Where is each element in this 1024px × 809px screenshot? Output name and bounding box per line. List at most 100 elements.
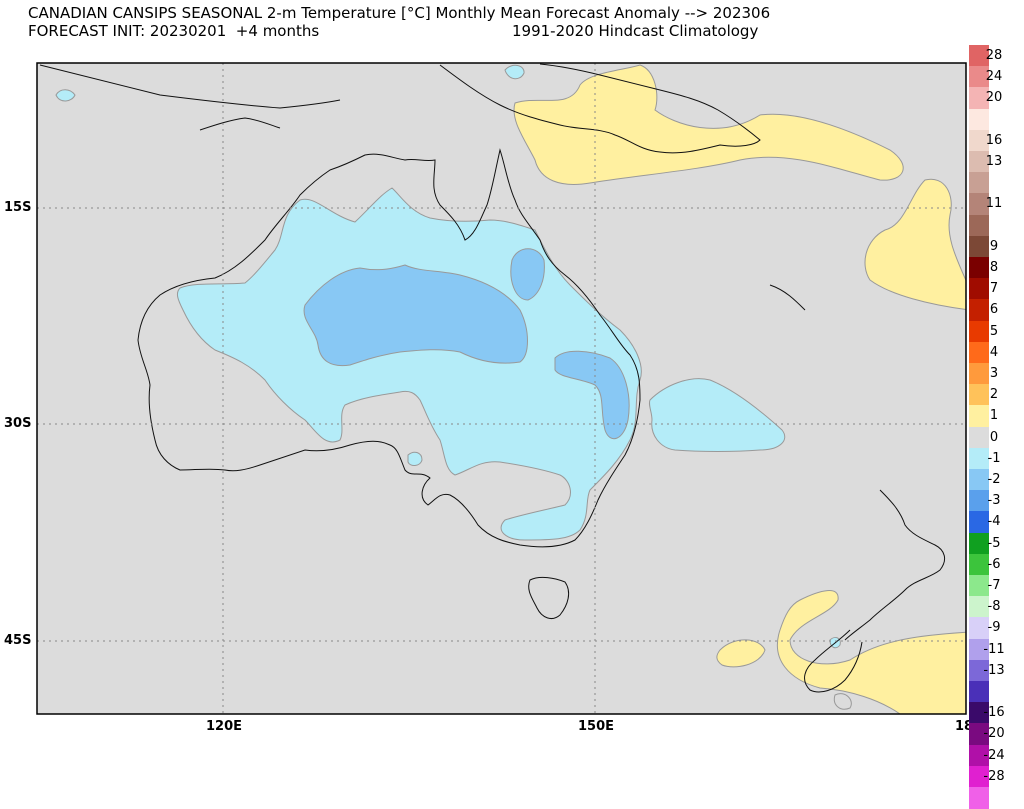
- colorbar-swatch: [969, 469, 989, 491]
- colorbar-label: 1: [989, 408, 999, 424]
- cool-region-islands-nw: [55, 89, 76, 102]
- colorbar-label: -20: [983, 726, 1005, 742]
- anomaly-map: [36, 62, 967, 715]
- colorbar-swatch: [969, 129, 989, 152]
- colorbar-swatch: [969, 235, 989, 258]
- colorbar-swatch: [969, 681, 989, 703]
- coast-new-guinea: [439, 63, 761, 154]
- colorbar-swatch: [969, 553, 989, 576]
- coast-australia: [137, 148, 641, 548]
- colorbar-label: -13: [983, 662, 1005, 678]
- climatology-label: 1991-2020 Hindcast Climatology: [512, 22, 759, 40]
- colorbar-label: -7: [987, 578, 1001, 593]
- colorbar-swatch: [969, 532, 989, 555]
- coast-nz-south: [804, 629, 863, 693]
- colorbar-swatch: [969, 193, 989, 216]
- map-frame: [36, 62, 967, 715]
- colorbar-swatch: [969, 405, 989, 428]
- colorbar-label: 20: [985, 90, 1003, 106]
- coast-timor: [199, 117, 281, 131]
- lon-label-120e: 120E: [206, 719, 243, 734]
- colorbar-label: 7: [989, 281, 999, 297]
- colorbar-label: 28: [985, 48, 1003, 63]
- lon-label-150e: 150E: [578, 719, 615, 734]
- colorbar-swatch: [969, 617, 989, 640]
- colorbar-label: -3: [987, 493, 1001, 509]
- colorbar-swatch: [969, 151, 989, 173]
- colorbar-swatch: [969, 45, 989, 67]
- colorbar-label: 13: [985, 154, 1003, 169]
- colorbar-label: 16: [985, 132, 1003, 148]
- colorbar-label: 5: [989, 323, 999, 339]
- colorbar-label: -11: [983, 641, 1005, 657]
- colorbar-swatch: [969, 596, 989, 619]
- colorbar-label: 11: [985, 196, 1003, 212]
- colorbar-label: -8: [987, 599, 1001, 615]
- colorbar-label: -9: [987, 620, 1001, 636]
- colorbar-swatch: [969, 257, 989, 279]
- warm-region-nz: [776, 590, 966, 714]
- colorbar-swatch: [969, 447, 989, 470]
- colorbar-label: 2: [989, 387, 999, 403]
- colorbar-swatch: [969, 744, 989, 767]
- coastlines: [39, 63, 946, 693]
- coast-tasmania: [528, 576, 570, 619]
- colorbar-label: 0: [989, 429, 999, 445]
- colorbar-label: 6: [989, 302, 999, 318]
- warm-region-vanuatu: [864, 178, 966, 310]
- warm-anomaly-regions: [504, 64, 966, 714]
- colorbar-label: -6: [987, 556, 1001, 572]
- colorbar-label: -4: [987, 514, 1001, 530]
- colorbar-label: -16: [983, 705, 1005, 721]
- colorbar-label: 8: [989, 260, 999, 275]
- forecast-init-label: FORECAST INIT: 20230201 +4 months: [28, 22, 320, 40]
- colorbar-swatch: [969, 66, 989, 89]
- colorbar-swatch: [969, 299, 989, 322]
- colorbar-swatch: [969, 787, 989, 809]
- cool-region-tasman: [648, 378, 786, 452]
- lat-label-30s: 30S: [4, 416, 32, 431]
- cool-region-spot: [407, 451, 423, 466]
- colorbar-label: 4: [989, 344, 999, 360]
- colorbar-label: -5: [987, 535, 1001, 551]
- warm-region-tasman: [716, 639, 766, 668]
- colorbar-swatch: [969, 659, 989, 682]
- warm-region-south: [833, 693, 852, 710]
- colorbar-swatch: [969, 341, 989, 364]
- coast-new-caledonia: [769, 284, 806, 311]
- colorbar-swatch: [969, 363, 989, 385]
- colorbar-label: 9: [989, 238, 999, 254]
- cooler-region-north: [510, 248, 545, 301]
- lat-label-15s: 15S: [4, 200, 32, 215]
- colorbar-label: 3: [989, 366, 999, 381]
- lat-label-45s: 45S: [4, 633, 32, 648]
- colorbar-swatch: [969, 214, 989, 237]
- cooler-region-east: [554, 350, 630, 440]
- colorbar-swatch: [969, 87, 989, 110]
- colorbar-swatch: [969, 575, 989, 597]
- colorbar-label: -24: [983, 747, 1005, 763]
- colorbar-swatch: [969, 426, 989, 449]
- colorbar-swatch: [969, 384, 989, 407]
- colorbar-swatch: [969, 320, 989, 343]
- colorbar-swatch: [969, 638, 989, 661]
- cooler-region-interior: [303, 264, 528, 367]
- colorbar-label: -28: [983, 768, 1005, 784]
- colorbar-swatch: [969, 108, 989, 131]
- coast-indonesia: [39, 64, 341, 109]
- colorbar-swatch: [969, 490, 989, 513]
- warm-region-png: [513, 64, 904, 185]
- chart-title: CANADIAN CANSIPS SEASONAL 2-m Temperatur…: [28, 4, 771, 22]
- colorbar-swatch: [969, 702, 989, 725]
- cooler-anomaly-regions: [303, 248, 630, 440]
- colorbar-label: -1: [987, 450, 1001, 466]
- colorbar-swatch: [969, 278, 989, 301]
- warm-region-small: [504, 64, 525, 80]
- colorbar-swatch: [969, 723, 989, 746]
- colorbar-swatch: [969, 172, 989, 195]
- colorbar-label: -2: [987, 472, 1001, 487]
- colorbar-label: 24: [985, 69, 1003, 85]
- coast-nz-north: [844, 489, 946, 641]
- grid-lines: [37, 63, 966, 714]
- colorbar-swatch: [969, 511, 989, 534]
